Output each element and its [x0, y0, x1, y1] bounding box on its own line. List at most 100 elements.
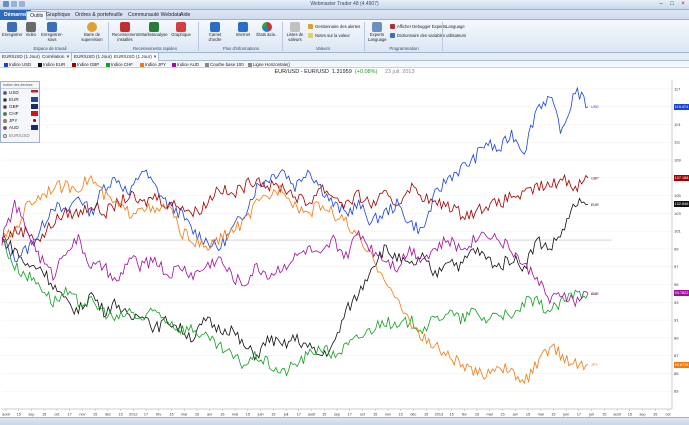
instrument-panel-header: Indice des devises: [1, 82, 39, 89]
chart-plot[interactable]: 8385878991939597991011031051071091111131…: [0, 76, 689, 417]
orderbook-label: Carnet d'ordre: [208, 32, 222, 42]
x-tick-label: déc: [105, 413, 111, 417]
x-tick-label: 15: [195, 413, 199, 417]
internet-icon: [238, 22, 248, 32]
dictionary-button[interactable]: Dictionnaire des variables utilisateurs: [390, 33, 466, 39]
close-tab-icon[interactable]: ×: [66, 54, 70, 59]
legend-swatch: [248, 62, 252, 67]
quick-undo-icon[interactable]: [11, 1, 17, 7]
maximize-icon[interactable]: □: [670, 1, 674, 7]
x-tick-label: 17: [348, 413, 352, 417]
chart-toolbar-item[interactable]: Indice JPY: [140, 61, 166, 68]
chart-area[interactable]: EUR/USD - EUR/USD 1.31959 (+0.08%) 23 ju…: [0, 68, 689, 417]
x-tick-label: juil: [283, 413, 289, 417]
group-programmation: Programmation: [389, 46, 419, 51]
flag-uk-icon: [31, 104, 38, 109]
flag-jp-icon: [31, 118, 38, 123]
y-tick-label: 91: [674, 318, 679, 323]
flag-us-icon: [31, 90, 38, 95]
x-tick-label: 15: [169, 413, 173, 417]
chart-toolbar-item[interactable]: Indice GBP: [72, 61, 99, 68]
chart-symbol: EUR/USD - EUR/USD: [274, 69, 329, 75]
x-tick-label: 17: [297, 413, 301, 417]
price-tag: 102.846: [674, 201, 689, 208]
chart-toolbar-item[interactable]: Indice USD: [4, 61, 31, 68]
x-tick-label: août: [308, 413, 316, 417]
orderbook-button[interactable]: Carnet d'ordre: [202, 22, 228, 42]
legend-label: Indice USD: [9, 62, 32, 67]
recensements-button[interactable]: Recensements installés: [112, 22, 140, 42]
chart-toolbar-item[interactable]: Indice EUR: [38, 61, 65, 68]
graphique-button[interactable]: Graphique: [170, 22, 192, 38]
minimize-icon[interactable]: –: [659, 1, 663, 7]
save-as-button[interactable]: Enregistrer-sous: [40, 22, 64, 42]
close-tab-icon[interactable]: ×: [153, 54, 157, 59]
instrument-aud[interactable]: AUD: [3, 124, 39, 131]
y-tick-label: 111: [674, 140, 681, 145]
chart-toolbar-item[interactable]: Indice CHF: [106, 61, 133, 68]
x-tick-label: 15: [628, 413, 632, 417]
doc-tab[interactable]: Corrélation ×: [40, 53, 73, 61]
instrument-eur[interactable]: EUR: [3, 96, 39, 103]
tab-graphique[interactable]: Graphique: [46, 12, 71, 18]
x-tick-label: 15: [500, 413, 504, 417]
quick-redo-icon[interactable]: [19, 1, 25, 7]
alerts-button[interactable]: Gestionnaire des alertes: [308, 24, 360, 30]
tab-outils[interactable]: Outils: [26, 11, 48, 20]
chart-toolbar-item[interactable]: Indice AUD: [172, 61, 199, 68]
group-valeurs: Valeurs: [315, 46, 331, 51]
instrument-label: EUR: [9, 97, 19, 102]
notes-button[interactable]: Notes sur la valeur: [308, 33, 350, 39]
debugger-button[interactable]: Afficher Debugger ExpertsLanguage: [390, 24, 465, 30]
x-tick-label: sep: [639, 413, 645, 417]
video-button[interactable]: Vidéo: [24, 22, 38, 38]
group-recensements: Recensements rapides: [133, 46, 177, 51]
doc-tab-label: Corrélation: [42, 54, 65, 59]
radio-icon: [3, 104, 7, 109]
lists-button[interactable]: Listes de valeurs: [285, 22, 305, 42]
x-tick-label: 15: [118, 413, 122, 417]
video-icon: [26, 22, 36, 32]
internet-button[interactable]: Internet: [232, 22, 254, 38]
x-tick-label: 2013: [435, 413, 443, 417]
x-tick-label: 15: [526, 413, 530, 417]
instrument-eurusd[interactable]: EUR/USD: [3, 132, 39, 139]
notes-label: Notes sur la valeur: [315, 33, 350, 38]
x-tick-label: oct: [665, 413, 671, 417]
marketanalyse-button[interactable]: Marketanalyse: [140, 22, 168, 38]
x-tick-label: fév: [462, 413, 467, 417]
price-tag: 85.6728: [674, 361, 689, 368]
experts-button[interactable]: Experts Language: [368, 22, 387, 42]
chart-toolbar-item[interactable]: Ligne Horizontale(): [248, 61, 290, 68]
etats-button[interactable]: États &cie..: [256, 22, 278, 38]
save-button[interactable]: Enregistrer: [2, 22, 22, 38]
flag-ch-icon: [31, 111, 38, 116]
instrument-gbp[interactable]: GBP: [3, 103, 39, 110]
document-tab-strip: EUR/USD (1 Jour)× Corrélation× EUR/USD (…: [0, 53, 689, 61]
instrument-usd[interactable]: USD: [3, 89, 39, 96]
doc-tab-active[interactable]: EUR/USD (1 Jour) ×: [112, 53, 160, 61]
note-icon: [308, 33, 313, 39]
chart-toolbar-item[interactable]: Courbe base 100: [205, 61, 244, 68]
instrument-label: JPY: [9, 118, 18, 123]
tab-ordres[interactable]: Ordres & portefeuille: [75, 12, 123, 18]
x-tick-label: 15: [653, 413, 657, 417]
close-icon[interactable]: ×: [681, 1, 685, 7]
graphique-label: Graphique: [171, 32, 191, 37]
flag-au-icon: [31, 125, 38, 130]
tab-aide[interactable]: Aide: [180, 12, 191, 18]
x-tick-label: 15: [42, 413, 46, 417]
alert-icon: [308, 24, 313, 30]
price-tag: 107.188: [674, 174, 689, 181]
title-bar: Webmaster Trader 48 (4.4907) – □ ×: [0, 0, 689, 10]
quick-save-icon[interactable]: [3, 1, 9, 7]
instrument-jpy[interactable]: JPY: [3, 117, 39, 124]
legend-swatch: [106, 62, 110, 67]
tab-communaute[interactable]: Communauté Webdata: [128, 12, 182, 18]
supervision-button[interactable]: Barre de supervision: [80, 22, 104, 42]
tab-demarrer[interactable]: Démarrer: [0, 10, 32, 20]
x-tick-label: 17: [577, 413, 581, 417]
x-tick-label: fév: [156, 413, 161, 417]
chart-date: 23 juil. 2013: [384, 69, 415, 75]
instrument-chf[interactable]: CHF: [3, 110, 39, 117]
